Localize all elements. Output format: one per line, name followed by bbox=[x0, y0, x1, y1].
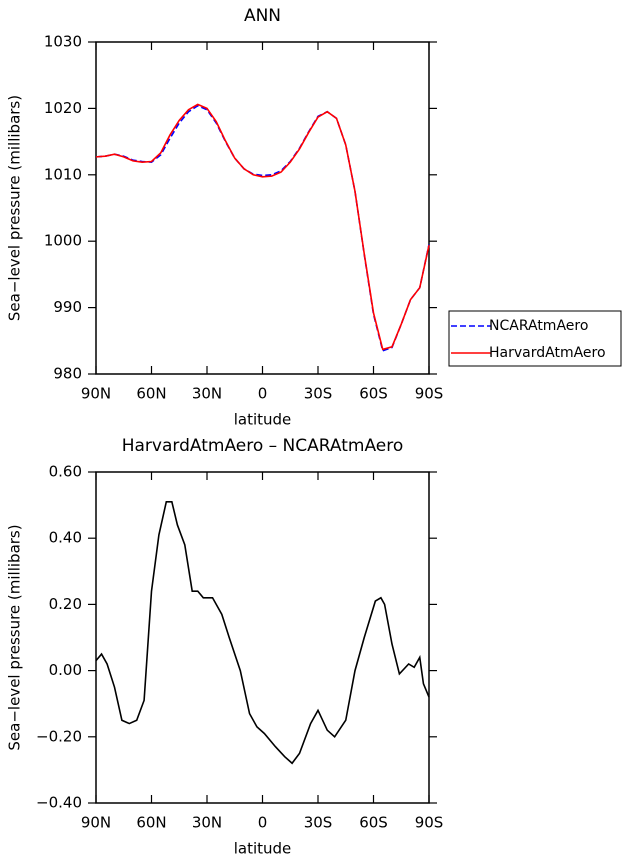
y-tick-label: 0.20 bbox=[49, 595, 82, 613]
y-tick-label: 0.00 bbox=[49, 661, 82, 679]
data-line bbox=[95, 103, 430, 351]
x-tick-label: 60N bbox=[136, 385, 166, 403]
x-tick-label: 30N bbox=[192, 814, 222, 832]
data-line bbox=[95, 104, 430, 352]
y-tick-label: 1030 bbox=[44, 33, 82, 51]
x-tick-label: 60N bbox=[136, 814, 166, 832]
chart-title: ANN bbox=[244, 6, 281, 26]
y-tick-label: 980 bbox=[53, 365, 82, 383]
x-tick-label: 30S bbox=[304, 814, 333, 832]
y-tick-label: 1010 bbox=[44, 165, 82, 183]
y-tick-label: 1000 bbox=[44, 232, 82, 250]
legend-label: HarvardAtmAero bbox=[489, 345, 606, 361]
y-tick-label: 990 bbox=[53, 298, 82, 316]
y-axis-label: Sea−level pressure (millibars) bbox=[6, 524, 24, 750]
plot-frame bbox=[95, 41, 430, 375]
plot-frame bbox=[95, 471, 430, 804]
x-axis-label: latitude bbox=[234, 411, 292, 429]
x-tick-label: 90N bbox=[81, 385, 111, 403]
y-tick-label: −0.40 bbox=[36, 794, 82, 812]
x-tick-label: 90S bbox=[415, 814, 444, 832]
data-line bbox=[95, 500, 430, 765]
x-tick-label: 60S bbox=[359, 814, 388, 832]
x-tick-label: 90N bbox=[81, 814, 111, 832]
x-tick-label: 0 bbox=[258, 385, 268, 403]
legend-label: NCARAtmAero bbox=[489, 318, 588, 334]
y-tick-label: 0.40 bbox=[49, 529, 82, 547]
x-tick-label: 30N bbox=[192, 385, 222, 403]
x-tick-label: 30S bbox=[304, 385, 333, 403]
x-tick-label: 90S bbox=[415, 385, 444, 403]
y-tick-label: −0.20 bbox=[36, 727, 82, 745]
y-axis-label: Sea−level pressure (millibars) bbox=[6, 95, 24, 321]
chart-title: HarvardAtmAero – NCARAtmAero bbox=[122, 436, 404, 456]
legend-box bbox=[448, 310, 622, 367]
x-axis-label: latitude bbox=[234, 840, 292, 858]
x-tick-label: 0 bbox=[258, 814, 268, 832]
y-tick-label: 1020 bbox=[44, 99, 82, 117]
x-tick-label: 60S bbox=[359, 385, 388, 403]
y-tick-label: 0.60 bbox=[49, 463, 82, 481]
